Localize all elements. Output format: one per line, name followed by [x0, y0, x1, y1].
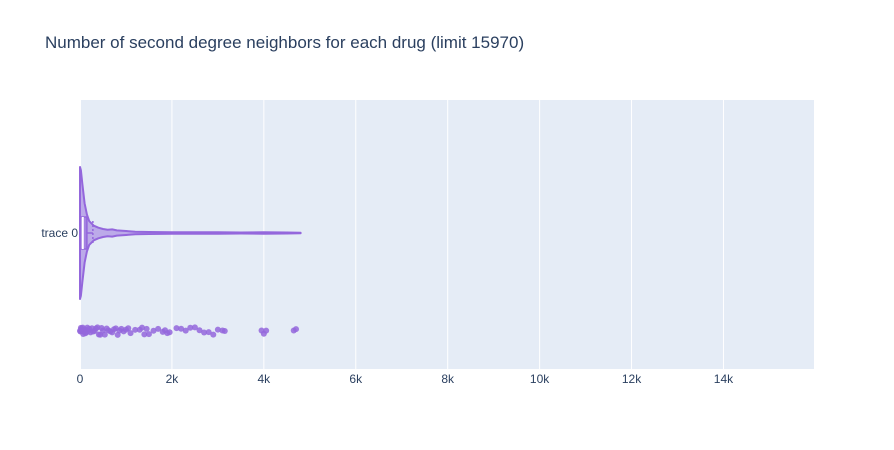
data-point — [214, 326, 221, 333]
data-point — [210, 331, 217, 338]
data-point — [182, 327, 189, 334]
data-point — [205, 329, 212, 336]
data-points — [77, 324, 300, 338]
data-point — [125, 325, 132, 332]
data-point — [263, 327, 270, 334]
x-tick-label: 2k — [166, 372, 180, 386]
data-point — [166, 329, 173, 336]
data-point — [173, 325, 180, 332]
data-point — [221, 327, 228, 334]
data-point — [293, 326, 300, 333]
violin-trace — [79, 166, 302, 300]
data-point — [196, 327, 203, 334]
x-tick-label: 4k — [258, 372, 272, 386]
y-tick-label: trace 0 — [41, 226, 78, 240]
data-point — [145, 331, 152, 338]
y-axis-ticks: trace 0 — [41, 226, 78, 240]
data-point — [139, 324, 146, 331]
chart-title: Number of second degree neighbors for ea… — [45, 33, 525, 52]
data-point — [141, 331, 148, 338]
data-point — [143, 325, 150, 332]
data-point — [150, 327, 157, 334]
x-axis-ticks: 0 2k 4k 6k 8k 10k 12k 14k — [77, 372, 734, 386]
data-point — [201, 329, 208, 336]
x-tick-label: 8k — [441, 372, 455, 386]
data-point — [155, 325, 162, 332]
x-tick-label: 12k — [622, 372, 642, 386]
data-point — [191, 324, 198, 331]
data-point — [187, 324, 194, 331]
violin-shape — [79, 166, 302, 300]
x-tick-label: 0 — [77, 372, 84, 386]
x-tick-label: 10k — [530, 372, 550, 386]
x-tick-label: 14k — [714, 372, 734, 386]
x-tick-label: 6k — [349, 372, 363, 386]
data-point — [127, 330, 134, 337]
data-point — [101, 331, 108, 338]
data-point — [132, 326, 139, 333]
data-point — [178, 325, 185, 332]
